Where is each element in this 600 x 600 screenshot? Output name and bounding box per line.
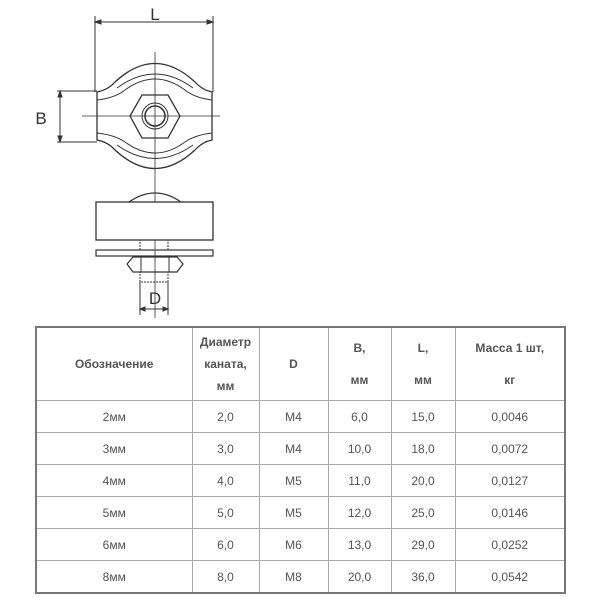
column-header-line: мм bbox=[350, 373, 369, 387]
column-header-line: каната, bbox=[204, 357, 247, 371]
table-cell: 0,0542 bbox=[454, 560, 566, 594]
table-header-row: Обозначение Диаметр каната, мм D B, мм L, мм Масс… bbox=[35, 326, 566, 401]
table-cell: 0,0127 bbox=[454, 464, 566, 497]
table-cell: 4мм bbox=[35, 464, 193, 497]
column-header-line: B, bbox=[353, 341, 366, 355]
table-cell: 2мм bbox=[35, 400, 193, 433]
table-cell: 36,0 bbox=[390, 560, 456, 594]
table-cell: 0,0146 bbox=[454, 496, 566, 529]
table-row: 3мм 3,0 M4 10,0 18,0 0,0072 bbox=[35, 432, 566, 465]
table-row: 4мм 4,0 M5 11,0 20,0 0,0127 bbox=[35, 464, 566, 497]
table-cell: 5,0 bbox=[191, 496, 260, 529]
column-header: Диаметр каната, мм bbox=[191, 326, 260, 401]
table-cell: M4 bbox=[258, 400, 329, 433]
column-header-line: D bbox=[289, 357, 298, 371]
table-cell: 20,0 bbox=[327, 560, 392, 594]
specs-table: Обозначение Диаметр каната, мм D B, мм L, мм Масс… bbox=[35, 326, 566, 594]
table-cell: 8,0 bbox=[191, 560, 260, 594]
column-header-line: кг bbox=[504, 373, 516, 387]
column-header-line: Масса 1 шт, bbox=[475, 341, 545, 355]
table-cell: 0,0072 bbox=[454, 432, 566, 465]
table-cell: 6мм bbox=[35, 528, 193, 561]
table-cell: M4 bbox=[258, 432, 329, 465]
column-header: D bbox=[258, 326, 329, 401]
dimension-label-d: D bbox=[149, 289, 161, 308]
table-cell: M5 bbox=[258, 496, 329, 529]
column-header-line: мм bbox=[414, 373, 432, 387]
table-cell: 12,0 bbox=[327, 496, 392, 529]
table-cell: 18,0 bbox=[390, 432, 456, 465]
table-cell: 6,0 bbox=[191, 528, 260, 561]
column-header-line: Диаметр bbox=[199, 335, 252, 349]
table-cell: 13,0 bbox=[327, 528, 392, 561]
column-header-line: мм bbox=[216, 379, 235, 393]
column-header: L, мм bbox=[390, 326, 456, 401]
table-cell: M8 bbox=[258, 560, 329, 594]
table-cell: 25,0 bbox=[390, 496, 456, 529]
column-header: Масса 1 шт, кг bbox=[454, 326, 566, 401]
table-cell: 3,0 bbox=[191, 432, 260, 465]
table-cell: M5 bbox=[258, 464, 329, 497]
column-header: Обозначение bbox=[35, 326, 193, 401]
table-cell: 0,0252 bbox=[454, 528, 566, 561]
table-cell: 2,0 bbox=[191, 400, 260, 433]
table-row: 2мм 2,0 M4 6,0 15,0 0,0046 bbox=[35, 400, 566, 433]
table-cell: 4,0 bbox=[191, 464, 260, 497]
table-row: 6мм 6,0 M6 13,0 29,0 0,0252 bbox=[35, 528, 566, 561]
column-header-line: L, bbox=[417, 341, 429, 355]
table-row: 5мм 5,0 M5 12,0 25,0 0,0146 bbox=[35, 496, 566, 529]
table-cell: 20,0 bbox=[390, 464, 456, 497]
table-row: 8мм 8,0 M8 20,0 36,0 0,0542 bbox=[35, 560, 566, 594]
table-cell: 10,0 bbox=[327, 432, 392, 465]
table-cell: M6 bbox=[258, 528, 329, 561]
table-cell: 29,0 bbox=[390, 528, 456, 561]
column-header-line: Обозначение bbox=[75, 357, 154, 371]
table-cell: 11,0 bbox=[327, 464, 392, 497]
table-cell: 5мм bbox=[35, 496, 193, 529]
dimension-label-b: B bbox=[35, 109, 46, 128]
table-cell: 6,0 bbox=[327, 400, 392, 433]
table-cell: 15,0 bbox=[390, 400, 456, 433]
clamp-technical-drawing: L B D bbox=[35, 5, 220, 318]
column-header: B, мм bbox=[327, 326, 392, 401]
table-cell: 8мм bbox=[35, 560, 193, 594]
table-cell: 3мм bbox=[35, 432, 193, 465]
table-cell: 0,0046 bbox=[454, 400, 566, 433]
dimension-label-l: L bbox=[150, 5, 159, 24]
